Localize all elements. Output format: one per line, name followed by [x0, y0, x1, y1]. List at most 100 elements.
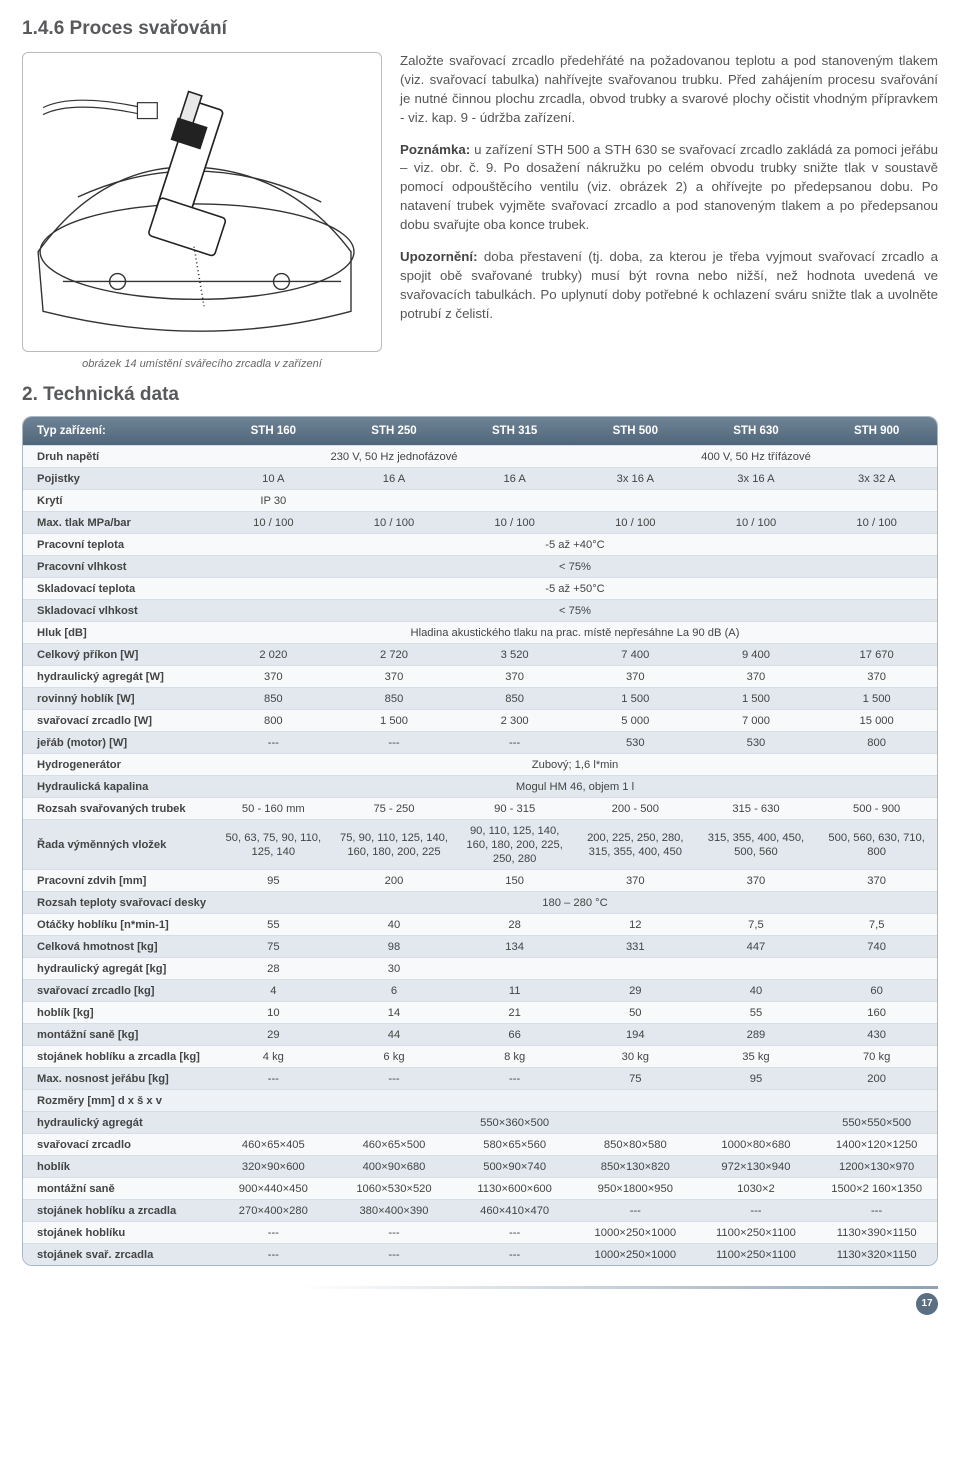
col-sth315: STH 315: [454, 417, 575, 446]
row-value: 1100×250×1100: [696, 1244, 817, 1266]
row-value: 289: [696, 1024, 817, 1046]
row-value: ---: [454, 1068, 575, 1090]
technical-data-table: Typ zařízení: STH 160 STH 250 STH 315 ST…: [23, 417, 937, 1265]
table-row: montážní saně [kg]294466194289430: [23, 1024, 937, 1046]
row-value: 550×360×500: [213, 1112, 816, 1134]
row-value: 55: [696, 1002, 817, 1024]
row-value: 5 000: [575, 710, 696, 732]
row-value: 550×550×500: [816, 1112, 937, 1134]
row-value: [575, 490, 696, 512]
row-value: 370: [696, 666, 817, 688]
row-value-span: 400 V, 50 Hz třífázové: [575, 446, 937, 468]
row-value: 11: [454, 980, 575, 1002]
header-label: Typ zařízení:: [23, 417, 213, 446]
row-value: 10: [213, 1002, 334, 1024]
technical-data-heading: 2. Technická data: [22, 384, 938, 406]
row-value: 972×130×940: [696, 1156, 817, 1178]
row-value: 850×130×820: [575, 1156, 696, 1178]
row-value: 1400×120×1250: [816, 1134, 937, 1156]
row-value: 850: [334, 688, 455, 710]
table-row: svařovací zrcadlo460×65×405460×65×500580…: [23, 1134, 937, 1156]
row-value: [696, 958, 817, 980]
row-value: 60: [816, 980, 937, 1002]
row-value: 40: [334, 914, 455, 936]
row-value: ---: [575, 1200, 696, 1222]
row-value: 75: [213, 936, 334, 958]
dimensions-subheader: Rozměry [mm] d x š x v: [23, 1090, 937, 1112]
row-value: 1100×250×1100: [696, 1222, 817, 1244]
table-row: Druh napětí230 V, 50 Hz jednofázové400 V…: [23, 446, 937, 468]
table-row: svařovací zrcadlo [kg]4611294060: [23, 980, 937, 1002]
row-value: 30 kg: [575, 1046, 696, 1068]
technical-data-table-wrap: Typ zařízení: STH 160 STH 250 STH 315 ST…: [22, 416, 938, 1266]
row-value: 370: [454, 666, 575, 688]
row-value: 3x 16 A: [696, 468, 817, 490]
row-value: 370: [575, 666, 696, 688]
table-row: Rozměry [mm] d x š x v: [23, 1090, 937, 1112]
row-value: 28: [454, 914, 575, 936]
table-row: hydraulický agregát [W]37037037037037037…: [23, 666, 937, 688]
row-label: montážní saně [kg]: [23, 1024, 213, 1046]
row-value: 200, 225, 250, 280, 315, 355, 400, 450: [575, 820, 696, 870]
row-label: Max. nosnost jeřábu [kg]: [23, 1068, 213, 1090]
row-label: Celková hmotnost [kg]: [23, 936, 213, 958]
row-label: hydraulický agregát: [23, 1112, 213, 1134]
row-value: 3x 16 A: [575, 468, 696, 490]
table-row: Skladovací vlhkost< 75%: [23, 600, 937, 622]
row-label: montážní saně: [23, 1178, 213, 1200]
row-value: [334, 490, 455, 512]
row-value: 95: [696, 1068, 817, 1090]
table-row: svařovací zrcadlo [W]8001 5002 3005 0007…: [23, 710, 937, 732]
row-value: 850: [454, 688, 575, 710]
row-label: Rozsah teploty svařovací desky: [23, 892, 213, 914]
row-label: stojánek hoblíku a zrcadla [kg]: [23, 1046, 213, 1068]
row-value: 55: [213, 914, 334, 936]
row-value: ---: [454, 1222, 575, 1244]
row-value: 12: [575, 914, 696, 936]
welding-mirror-diagram-icon: [23, 53, 381, 351]
row-value: 1130×600×600: [454, 1178, 575, 1200]
table-row: Celková hmotnost [kg]7598134331447740: [23, 936, 937, 958]
row-value: 1200×130×970: [816, 1156, 937, 1178]
row-value: 66: [454, 1024, 575, 1046]
row-label: Otáčky hoblíku [n*min-1]: [23, 914, 213, 936]
row-value: 460×410×470: [454, 1200, 575, 1222]
row-value: 1060×530×520: [334, 1178, 455, 1200]
row-value: 430: [816, 1024, 937, 1046]
table-row: Rozsah teploty svařovací desky180 – 280 …: [23, 892, 937, 914]
paragraph-2-text: u zařízení STH 500 a STH 630 se svařovac…: [400, 142, 938, 233]
row-label: Max. tlak MPa/bar: [23, 512, 213, 534]
row-value: 4: [213, 980, 334, 1002]
row-value: ---: [213, 1068, 334, 1090]
row-value: 6 kg: [334, 1046, 455, 1068]
row-value: 28: [213, 958, 334, 980]
row-value: 35 kg: [696, 1046, 817, 1068]
row-value: 50: [575, 1002, 696, 1024]
row-label: rovinný hoblík [W]: [23, 688, 213, 710]
row-value: [454, 490, 575, 512]
row-value: 8 kg: [454, 1046, 575, 1068]
row-value: ---: [816, 1200, 937, 1222]
row-value: 950×1800×950: [575, 1178, 696, 1200]
table-row: Otáčky hoblíku [n*min-1]554028127,57,5: [23, 914, 937, 936]
row-value-full: Zubový; 1,6 l*min: [213, 754, 937, 776]
row-value: ---: [454, 1244, 575, 1266]
figure-column: obrázek 14 umístění svářecího zrcadla v …: [22, 52, 382, 370]
row-value: 70 kg: [816, 1046, 937, 1068]
row-value: 10 A: [213, 468, 334, 490]
table-row: hydraulický agregát550×360×500550×550×50…: [23, 1112, 937, 1134]
row-value-full: Mogul HM 46, objem 1 l: [213, 776, 937, 798]
table-row: Hydraulická kapalinaMogul HM 46, objem 1…: [23, 776, 937, 798]
row-value: 10 / 100: [454, 512, 575, 534]
row-value: [816, 490, 937, 512]
page-number: 17: [916, 1293, 938, 1315]
row-value: 14: [334, 1002, 455, 1024]
table-row: rovinný hoblík [W]8508508501 5001 5001 5…: [23, 688, 937, 710]
figure-14-illustration: [22, 52, 382, 352]
section-heading: 1.4.6 Proces svařování: [22, 18, 938, 40]
row-value: [696, 490, 817, 512]
row-value: 850×80×580: [575, 1134, 696, 1156]
figure-caption: obrázek 14 umístění svářecího zrcadla v …: [22, 358, 382, 370]
row-label: Řada výměnných vložek: [23, 820, 213, 870]
note-label: Poznámka:: [400, 142, 470, 157]
